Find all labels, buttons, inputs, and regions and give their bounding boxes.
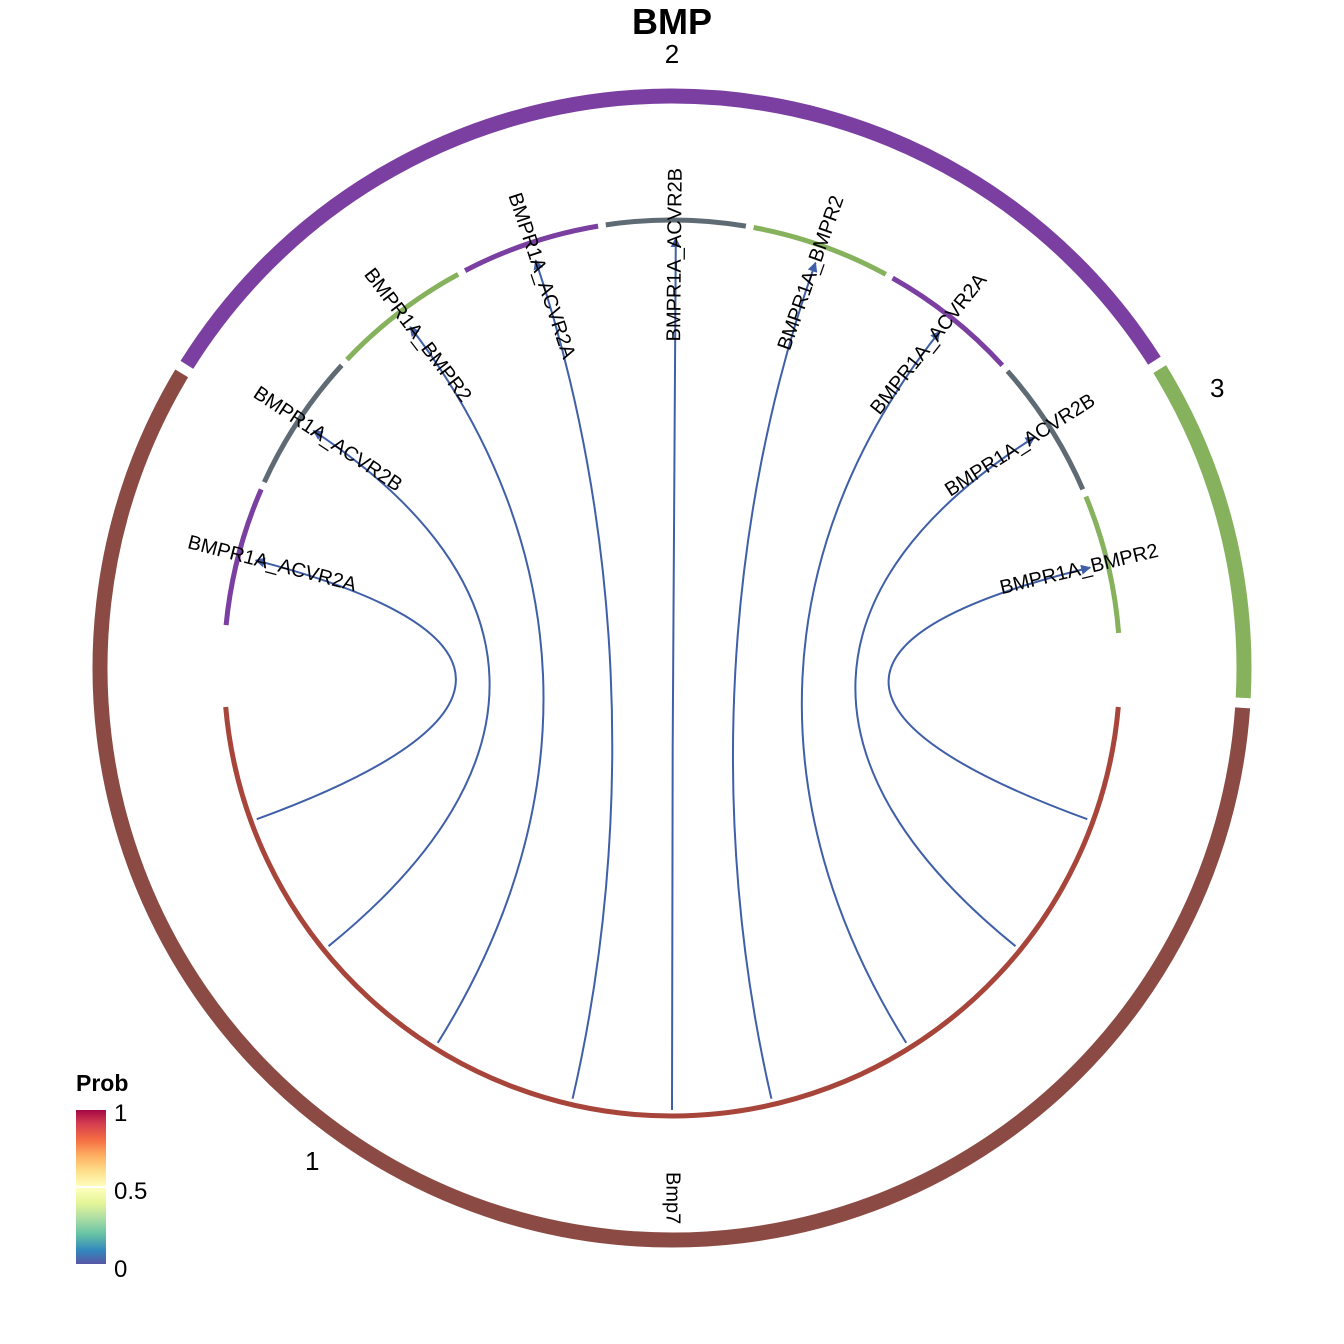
chart-title: BMP [632, 1, 712, 42]
link-bmp7-to-sector-3 [533, 259, 614, 1099]
sector-label-3: BMPR1A_ACVR2A [504, 190, 580, 362]
legend-tick-label-min: 0 [114, 1256, 128, 1283]
sector-label-6: BMPR1A_ACVR2A [866, 269, 992, 419]
sector-arc-bmpr1a_acvr2b-1 [262, 363, 344, 484]
sector-label-5: BMPR1A_BMPR2 [774, 193, 849, 353]
legend-tick-label-mid: 0.5 [114, 1178, 148, 1205]
group-arc-3 [1153, 365, 1252, 699]
sector-label-8: BMPR1A_BMPR2 [998, 540, 1161, 599]
prob-legend: Prob 1 0.5 0 [76, 1070, 196, 1283]
group-label-3: 3 [1210, 373, 1224, 403]
link-bmp7-to-sector-2 [409, 326, 545, 1044]
link-bmp7-to-sector-6 [800, 330, 941, 1044]
sector-arc-bmpr1a_acvr2a-0 [223, 488, 264, 626]
legend-tick-min [76, 1264, 106, 1266]
sector-arc-bmpr1a_bmpr2-8 [1083, 495, 1122, 634]
link-bmp7-to-sector-5 [731, 261, 818, 1099]
sector-label-4: BMPR1A_ACVR2B [663, 168, 687, 342]
link-bmp7-to-sector-7 [854, 436, 1036, 947]
sector-arc-bmpr1a_acvr2a-3 [463, 223, 599, 273]
sector-arc-bmpr1a_acvr2b-7 [1005, 369, 1086, 491]
link-bmp7-to-sector-4 [670, 237, 681, 1111]
legend-tick-mid [76, 1186, 106, 1188]
legend-tick-label-max: 1 [114, 1100, 128, 1127]
sector-arc-bmpr1a_bmpr2-5 [753, 225, 887, 277]
group-label-1: 1 [305, 1146, 319, 1176]
sector-label-0: BMPR1A_ACVR2A [185, 531, 359, 596]
source-label-bmp7: Bmp7 [662, 1172, 684, 1224]
legend-colorbar [76, 1108, 106, 1266]
group-label-2: 2 [665, 39, 679, 69]
sector-arcs [223, 217, 1122, 1119]
link-bmp7-to-sector-8 [887, 564, 1092, 821]
sector-label-1: BMPR1A_ACVR2B [249, 382, 406, 496]
sector-arc-bmpr1a_acvr2b-4 [605, 217, 747, 229]
link-bmp7-to-sector-0 [254, 557, 457, 821]
sector-label-7: BMPR1A_ACVR2B [941, 389, 1099, 501]
sector-arc-bmpr1a_acvr2a-6 [891, 275, 1005, 367]
link-bmp7-to-sector-1 [312, 429, 491, 947]
links [254, 237, 1092, 1111]
sector-label-2: BMPR1A_BMPR2 [359, 264, 475, 406]
group-arc-2 [180, 88, 1161, 369]
sector-arc-bmpr1a_bmpr2-2 [345, 272, 460, 362]
legend-tick-max [76, 1108, 106, 1110]
group-arcs: 1 2 3 [92, 39, 1252, 1248]
source-arc-bmp7 [223, 706, 1121, 1119]
legend-title: Prob [76, 1070, 129, 1096]
group-arc-1 [92, 369, 1251, 1248]
